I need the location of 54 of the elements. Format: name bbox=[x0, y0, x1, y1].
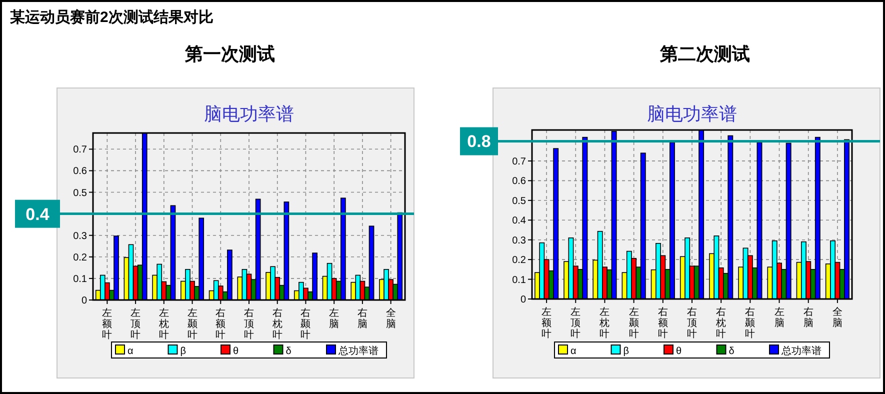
x-tick-label: 左顶叶 bbox=[130, 307, 141, 341]
x-tick-label: 左额叶 bbox=[102, 307, 112, 341]
y-tick-label: 0.1 bbox=[512, 274, 526, 286]
x-tick-label: 左脑 bbox=[329, 307, 340, 330]
chart-title: 第一次测试 bbox=[184, 44, 275, 64]
y-tick-label: 0.1 bbox=[73, 274, 88, 285]
x-tick-label: 右额叶 bbox=[658, 307, 668, 340]
legend-label: 总功率谱 bbox=[780, 345, 822, 357]
y-tick-label: 0.4 bbox=[512, 216, 526, 227]
y-tick-label: 0.6 bbox=[73, 166, 88, 178]
x-tick-label: 全脑 bbox=[832, 306, 842, 329]
x-tick-label: 左颞叶 bbox=[187, 307, 198, 341]
x-tick-label: 左脑 bbox=[774, 306, 784, 329]
legend-label: θ bbox=[233, 346, 239, 357]
x-tick-label: 右枕叶 bbox=[271, 308, 282, 341]
legend-label: β bbox=[623, 346, 630, 357]
legend-label: 总功率谱 bbox=[338, 345, 378, 357]
legend-label: α bbox=[128, 346, 134, 357]
legend-label: δ bbox=[286, 346, 292, 357]
ref-line-label: 0.4 bbox=[26, 204, 50, 224]
y-tick-label: 0.3 bbox=[73, 230, 88, 242]
x-tick-label: 右顶叶 bbox=[244, 308, 254, 341]
x-tick-label: 右额叶 bbox=[216, 308, 226, 341]
x-tick-label: 左枕叶 bbox=[598, 306, 610, 340]
x-tick-label: 左顶叶 bbox=[570, 306, 581, 340]
y-tick-label: 0.2 bbox=[73, 252, 88, 264]
y-tick-label: 0.7 bbox=[73, 144, 88, 156]
x-tick-label: 右顶叶 bbox=[687, 307, 697, 340]
ref-line-label: 0.8 bbox=[467, 132, 491, 152]
x-tick-label: 右颞叶 bbox=[300, 308, 311, 341]
y-tick-label: 0 bbox=[81, 296, 88, 306]
chart-subtitle: 脑电功率谱 bbox=[204, 104, 294, 124]
text: 某运动员赛前2次测试结果对比 bbox=[9, 8, 214, 26]
legend-label: β bbox=[180, 346, 186, 357]
x-tick-label: 左额叶 bbox=[542, 306, 552, 340]
legend-label: α bbox=[570, 346, 576, 357]
chart-title: 第二次测试 bbox=[659, 44, 750, 64]
y-tick-label: 0.5 bbox=[73, 188, 88, 199]
x-tick-label: 右颞叶 bbox=[745, 307, 756, 340]
y-tick-label: 0 bbox=[520, 294, 526, 306]
x-tick-label: 右枕叶 bbox=[715, 307, 726, 340]
x-tick-label: 左颞叶 bbox=[628, 306, 639, 340]
x-tick-label: 右脑 bbox=[357, 308, 368, 330]
x-tick-label: 右脑 bbox=[803, 307, 814, 329]
x-tick-label: 左枕叶 bbox=[158, 307, 169, 341]
y-tick-label: 0.7 bbox=[512, 156, 526, 168]
y-tick-label: 0.3 bbox=[512, 235, 526, 246]
chart-subtitle: 脑电功率谱 bbox=[647, 104, 737, 124]
legend-label: θ bbox=[676, 346, 682, 357]
legend-label: δ bbox=[728, 346, 735, 357]
y-tick-label: 0.2 bbox=[512, 255, 526, 266]
y-tick-label: 0.6 bbox=[512, 176, 526, 188]
y-tick-label: 0.5 bbox=[512, 196, 526, 207]
x-tick-label: 全脑 bbox=[386, 307, 396, 330]
